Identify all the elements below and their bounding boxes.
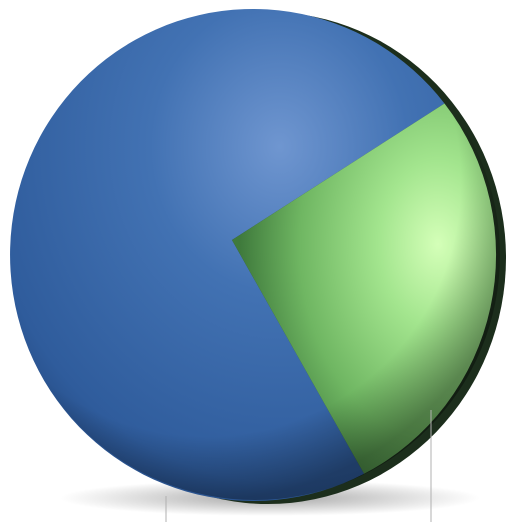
pie-slices [10,8,497,501]
